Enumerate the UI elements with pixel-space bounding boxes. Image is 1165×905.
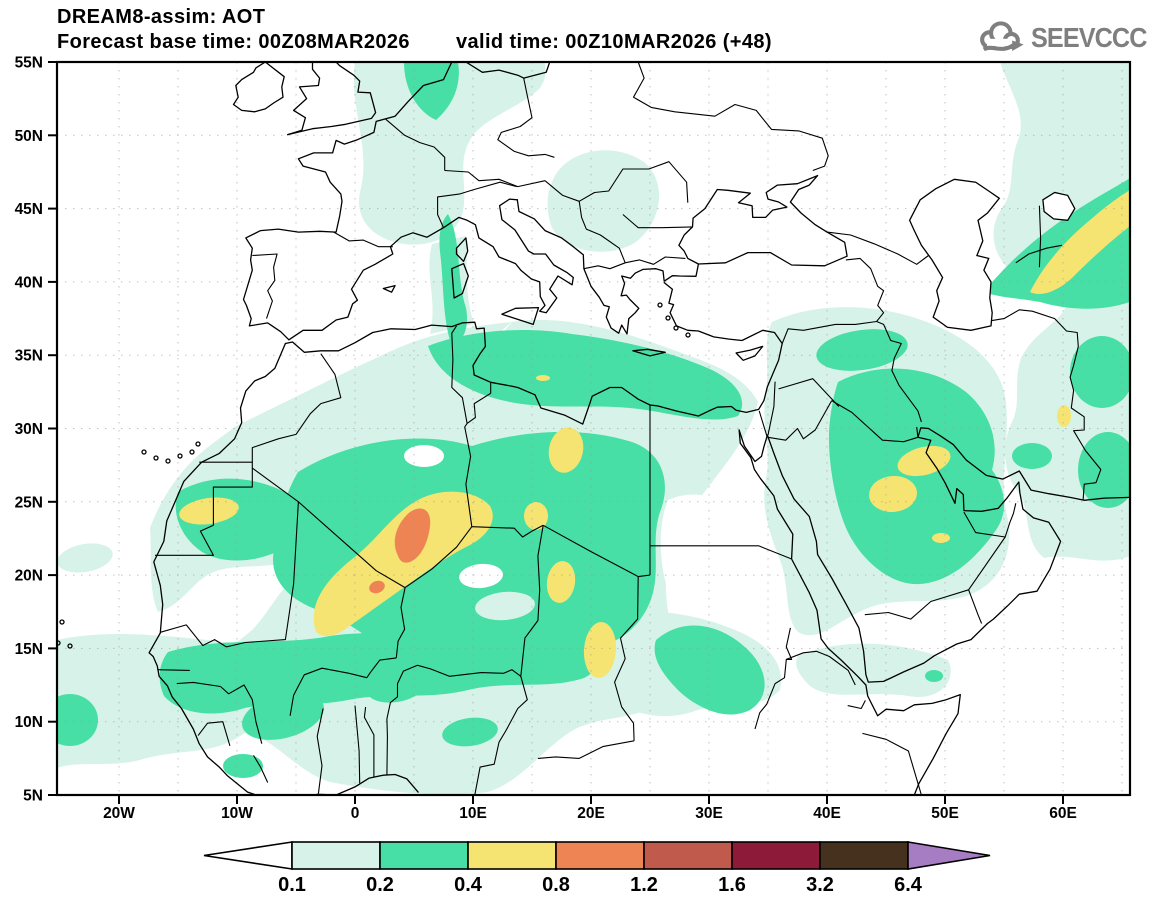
forecast-base-time: Forecast base time: 00Z08MAR2026 xyxy=(57,31,410,53)
lat-tick-label: 10N xyxy=(15,714,43,731)
colorbar-segment xyxy=(819,841,909,870)
colorbar-label: 3.2 xyxy=(806,874,834,896)
lon-tick-label: 10W xyxy=(221,805,253,822)
country-borders xyxy=(155,62,1102,795)
cloud-icon xyxy=(979,21,1024,52)
aral-sea xyxy=(1042,191,1076,221)
lat-tick-label: 30N xyxy=(15,421,43,438)
lat-tick-label: 15N xyxy=(15,641,43,658)
lon-tick-label: 20W xyxy=(103,805,135,822)
colorbar-label: 0.2 xyxy=(366,874,394,896)
forecast-times: Forecast base time: 00Z08MAR2026 valid ti… xyxy=(57,31,772,54)
lon-tick-label: 50E xyxy=(931,805,959,822)
colorbar-label: 1.2 xyxy=(630,874,658,896)
coastlines xyxy=(57,62,1130,795)
page-title: DREAM8-assim: AOT xyxy=(57,6,266,28)
colorbar-label: 0.4 xyxy=(454,874,483,896)
contour-fill-layer xyxy=(57,62,1130,795)
colorbar-segment xyxy=(379,841,469,870)
lon-tick-label: 60E xyxy=(1049,805,1077,822)
colorbar-segment xyxy=(643,841,733,870)
axes: 20W 10W 0 10E 20E 30E 40E 50E 60E 55N 50N 45N 40N 35N… xyxy=(15,55,1132,822)
map-canvas: 20W 10W 0 10E 20E 30E 40E 50E 60E 55N 50N 45N 40N 35N… xyxy=(15,55,1132,896)
lon-tick-label: 40E xyxy=(813,805,841,822)
graticule xyxy=(57,62,1130,795)
colorbar-label: 6.4 xyxy=(894,874,923,896)
lon-tick-label: 20E xyxy=(577,805,605,822)
lakes xyxy=(908,178,1076,331)
caspian-sea xyxy=(908,178,1001,331)
lat-tick-label: 45N xyxy=(15,201,43,218)
colorbar-segment xyxy=(555,841,645,870)
lat-tick-label: 20N xyxy=(15,568,43,585)
colorbar-segment xyxy=(731,841,821,870)
colorbar-label: 0.8 xyxy=(542,874,570,896)
valid-time: valid time: 00Z10MAR2026 (+48) xyxy=(455,31,772,53)
colorbar-label: 0.1 xyxy=(278,874,306,896)
colorbar-segment xyxy=(467,841,557,870)
logo-text: SEEVCCC xyxy=(1030,22,1147,53)
lon-tick-label: 30E xyxy=(695,805,723,822)
colorbar: 0.1 0.2 0.4 0.8 1.2 1.6 3.2 6.4 xyxy=(203,841,991,896)
lon-tick-label: 10E xyxy=(459,805,487,822)
colorbar-label: 1.6 xyxy=(718,874,746,896)
lat-tick-label: 40N xyxy=(15,274,43,291)
lon-tick-label: 0 xyxy=(351,805,360,822)
lat-tick-label: 25N xyxy=(15,494,43,511)
axis-ticks xyxy=(48,61,1064,804)
lat-tick-label: 35N xyxy=(15,348,43,365)
colorbar-left-arrow xyxy=(203,841,293,870)
colorbar-right-arrow xyxy=(907,841,991,870)
seevccc-logo: SEEVCCC xyxy=(974,18,1159,58)
lat-tick-label: 5N xyxy=(23,788,43,805)
lat-tick-label: 55N xyxy=(15,55,43,72)
colorbar-segment xyxy=(291,841,381,870)
lat-tick-label: 50N xyxy=(15,128,43,145)
